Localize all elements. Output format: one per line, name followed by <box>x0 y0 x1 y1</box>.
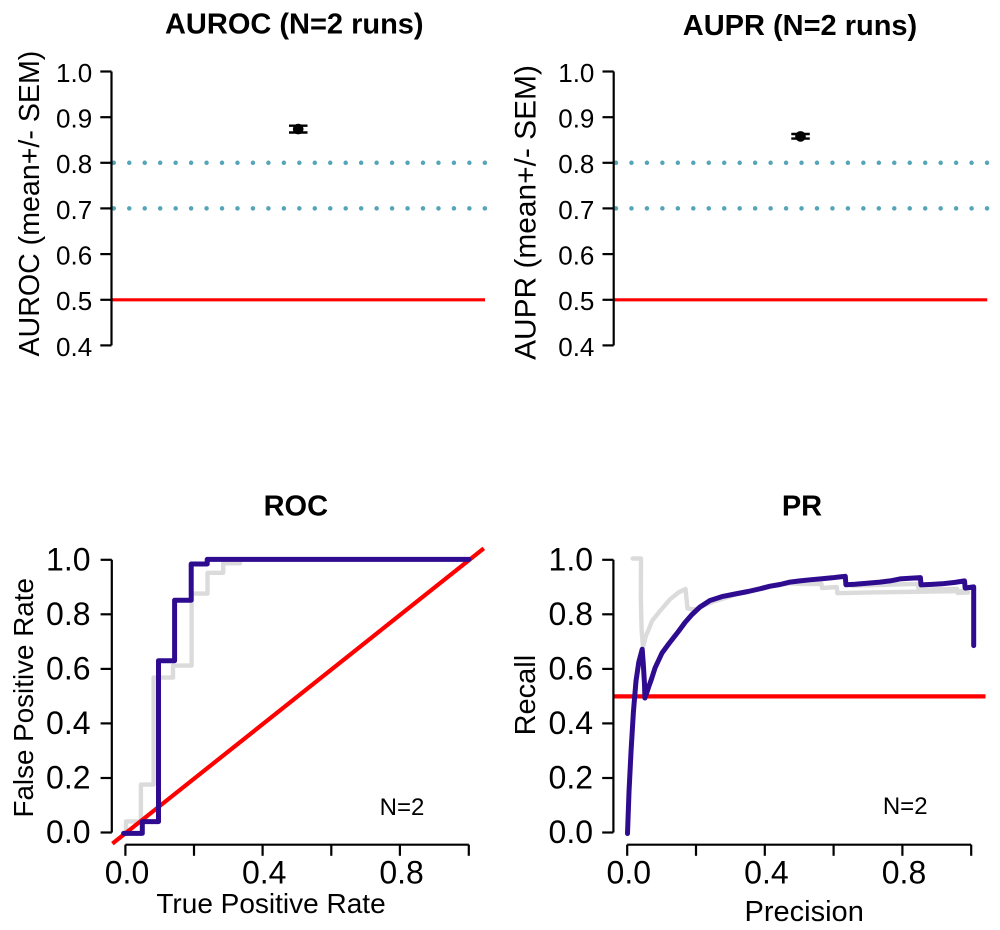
svg-text:0.4: 0.4 <box>242 854 286 890</box>
svg-text:0.8: 0.8 <box>56 149 92 179</box>
svg-text:0.7: 0.7 <box>558 195 594 225</box>
svg-text:AUPR (N=2 runs): AUPR (N=2 runs) <box>683 10 917 42</box>
svg-text:True Positive Rate: True Positive Rate <box>156 888 385 919</box>
svg-text:0.9: 0.9 <box>56 104 92 134</box>
svg-text:0.4: 0.4 <box>549 705 593 741</box>
svg-text:1.0: 1.0 <box>558 58 594 88</box>
svg-text:Recall: Recall <box>510 655 542 736</box>
svg-text:0.8: 0.8 <box>558 149 594 179</box>
svg-text:ROC: ROC <box>264 491 329 523</box>
svg-text:0.9: 0.9 <box>558 104 594 134</box>
svg-text:0.2: 0.2 <box>549 760 593 796</box>
svg-text:0.8: 0.8 <box>379 854 423 890</box>
svg-text:0.6: 0.6 <box>558 241 594 271</box>
svg-text:0.0: 0.0 <box>46 814 90 850</box>
svg-text:AUROC (mean+/- SEM): AUROC (mean+/- SEM) <box>14 51 46 357</box>
svg-text:0.0: 0.0 <box>607 854 651 890</box>
svg-text:0.6: 0.6 <box>56 241 92 271</box>
svg-text:0.5: 0.5 <box>56 286 92 316</box>
svg-text:AUROC (N=2 runs): AUROC (N=2 runs) <box>165 9 424 41</box>
svg-text:0.4: 0.4 <box>558 332 594 362</box>
svg-text:N=2: N=2 <box>380 794 425 821</box>
svg-text:N=2: N=2 <box>883 793 928 820</box>
svg-text:0.0: 0.0 <box>549 814 593 850</box>
svg-text:AUPR (mean+/- SEM): AUPR (mean+/- SEM) <box>510 65 543 360</box>
svg-text:1.0: 1.0 <box>56 58 92 88</box>
svg-text:0.8: 0.8 <box>549 596 593 632</box>
svg-text:0.4: 0.4 <box>744 854 788 890</box>
svg-text:0.4: 0.4 <box>46 705 90 741</box>
svg-text:0.8: 0.8 <box>882 854 926 890</box>
svg-text:1.0: 1.0 <box>46 542 90 578</box>
svg-text:0.8: 0.8 <box>46 596 90 632</box>
svg-text:0.6: 0.6 <box>46 651 90 687</box>
svg-text:0.2: 0.2 <box>46 760 90 796</box>
svg-text:Precision: Precision <box>745 896 864 928</box>
svg-text:0.5: 0.5 <box>558 286 594 316</box>
svg-text:False Positive Rate: False Positive Rate <box>8 578 39 817</box>
svg-text:1.0: 1.0 <box>549 542 593 578</box>
svg-text:0.4: 0.4 <box>56 332 92 362</box>
svg-text:0.7: 0.7 <box>56 195 92 225</box>
svg-text:0.0: 0.0 <box>105 854 149 890</box>
svg-text:0.6: 0.6 <box>549 651 593 687</box>
svg-text:PR: PR <box>782 491 822 523</box>
